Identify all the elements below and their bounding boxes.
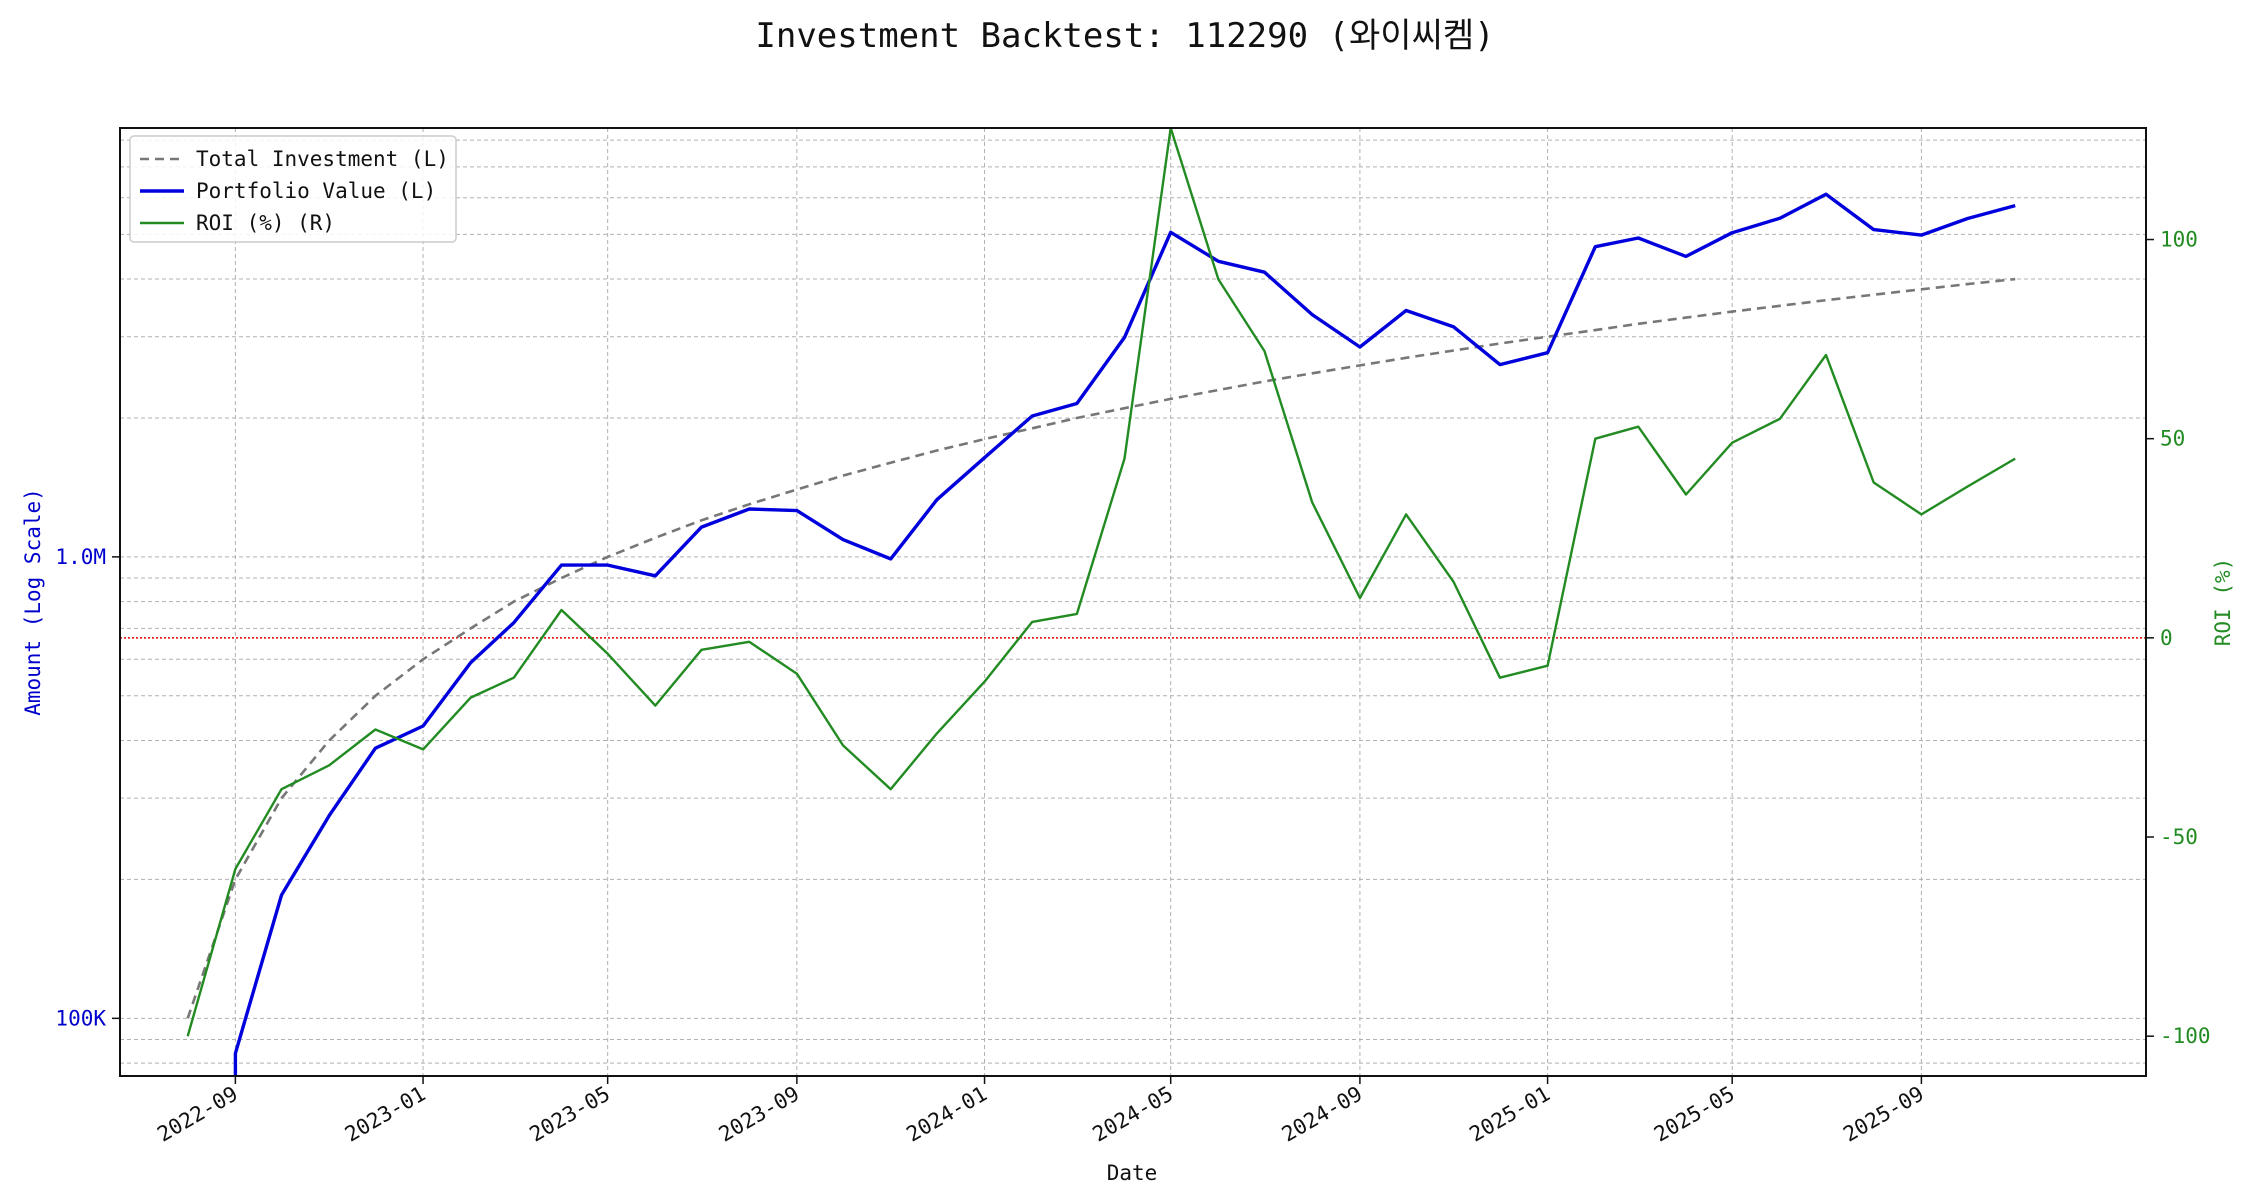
x-tick-label: 2024-01 [902,1082,991,1147]
x-tick-label: 2024-05 [1089,1082,1178,1147]
plot-frame [119,127,2147,1077]
x-tick-label: 2023-01 [341,1082,430,1147]
right-axis-label: ROI (%) [2211,558,2235,647]
right-tick-label: 100 [2160,228,2198,252]
series-line-2 [186,128,2016,1037]
chart-title: Investment Backtest: 112290 (와이씨켐) [755,16,1494,56]
x-tick-label: 2022-09 [153,1082,242,1147]
legend-label: ROI (%) (R) [196,211,335,235]
series-line-1 [233,192,2016,1076]
x-tick-label: 2023-09 [715,1082,804,1147]
x-tick-label: 2025-05 [1650,1082,1739,1147]
x-tick-label: 2025-09 [1839,1082,1928,1147]
legend: Total Investment (L) Portfolio Value (L) R… [129,135,457,243]
x-tick-label: 2025-01 [1465,1082,1554,1147]
x-tick-label: 2023-05 [525,1082,614,1147]
tick-labels: 2022-09 2023-01 2023-05 2023-09 2024-01 2024-… [55,228,2210,1147]
series-line-0 [186,277,2016,1019]
left-tick-label: 100K [55,1006,106,1030]
series-lines [186,128,2016,1076]
left-tick-label: 1.0M [55,545,106,569]
left-axis-label: Amount (Log Scale) [21,488,45,716]
x-tick-label: 2024-09 [1278,1082,1367,1147]
axes [119,127,2147,1077]
right-tick-label: -100 [2160,1024,2211,1048]
legend-label: Portfolio Value (L) [196,179,436,203]
legend-label: Total Investment (L) [196,147,449,171]
legend-box [129,135,457,243]
right-tick-label: 50 [2160,427,2185,451]
right-tick-label: 0 [2160,626,2173,650]
right-tick-label: -50 [2160,825,2198,849]
grid-lines [120,128,2146,1076]
x-axis-label: Date [1107,1161,1158,1185]
